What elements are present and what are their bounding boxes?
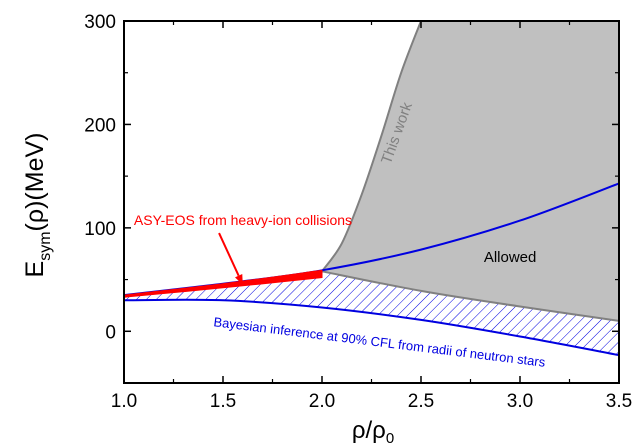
bayesian-lower-line [124, 298, 619, 357]
this-work-lower-line [321, 270, 619, 322]
allowed-label: Allowed [484, 249, 537, 266]
y-axis-title: Esym(ρ)(MeV) [21, 133, 54, 278]
x-tick-label: 1.5 [210, 391, 236, 412]
this-work-upper-line [321, 21, 422, 272]
plot-area [124, 21, 619, 357]
axis-ticks: 1.0 1.5 2.0 2.5 3.0 3.5 0 100 200 300 [84, 12, 632, 412]
asy-eos-band [124, 269, 323, 298]
y-tick-label: 300 [84, 12, 116, 33]
x-tick-label: 2.0 [309, 391, 335, 412]
y-tick-label: 0 [105, 322, 116, 343]
x-tick-label: 3.5 [606, 391, 632, 412]
asy-eos-arrow [218, 232, 240, 277]
y-tick-label: 100 [84, 219, 116, 240]
x-tick-label: 3.0 [507, 391, 533, 412]
y-tick-label: 200 [84, 115, 116, 136]
asy-eos-arrowhead [234, 273, 243, 285]
asy-eos-label: ASY-EOS from heavy-ion collisions [134, 212, 352, 228]
x-tick-label: 2.5 [408, 391, 434, 412]
x-axis-title: ρ/ρ0 [352, 417, 394, 445]
x-tick-label: 1.0 [111, 391, 137, 412]
this-work-band [322, 21, 619, 321]
